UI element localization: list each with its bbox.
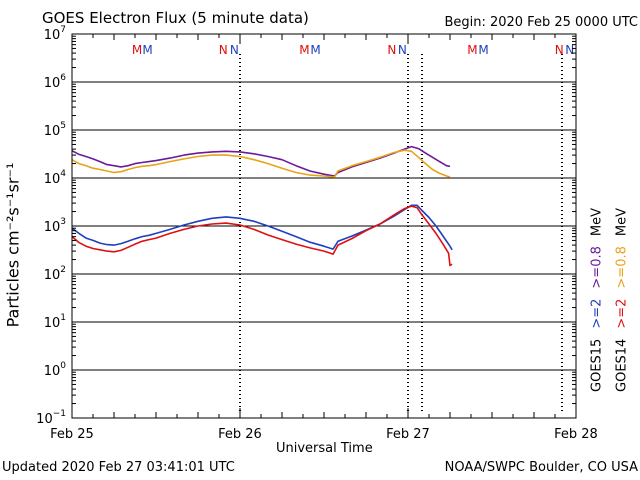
- legend-goes14-unit: MeV: [614, 208, 630, 237]
- y-tick-label: 107: [44, 25, 66, 43]
- noon-midnight-marker: N: [565, 43, 574, 57]
- y-tick-label: 102: [44, 265, 66, 283]
- series-line-4: [71, 205, 453, 267]
- y-tick-label: 10−1: [36, 409, 66, 427]
- x-tick-label: Feb 28: [554, 427, 598, 442]
- y-tick-label: 101: [44, 313, 66, 331]
- legend-goes14-ge2: >=2: [614, 298, 630, 329]
- noon-midnight-marker: N: [398, 43, 407, 57]
- noon-midnight-marker: N: [387, 43, 396, 57]
- x-tick-label: Feb 27: [386, 427, 430, 442]
- legend-goes15-name: GOES15: [589, 338, 605, 392]
- x-tick-label: Feb 25: [50, 427, 94, 442]
- y-tick-exponent: 5: [60, 121, 66, 131]
- noon-midnight-marker: M: [467, 43, 477, 57]
- updated-timestamp: Updated 2020 Feb 27 03:41:01 UTC: [2, 460, 235, 475]
- legend-goes14-name: GOES14: [614, 338, 630, 392]
- legend-goes15-ge2: >=2: [589, 298, 605, 329]
- y-tick-label: 100: [44, 361, 67, 379]
- chart-title: GOES Electron Flux (5 minute data): [42, 9, 309, 27]
- y-tick-exponent: 4: [60, 169, 66, 179]
- y-tick-exponent: 2: [60, 265, 66, 275]
- noon-midnight-marker: N: [219, 43, 228, 57]
- x-tick-label: Feb 26: [218, 427, 262, 442]
- noon-midnight-marker: M: [299, 43, 309, 57]
- credit-text: NOAA/SWPC Boulder, CO USA: [444, 460, 638, 475]
- plot-frame: [71, 33, 577, 419]
- noon-midnight-marker: N: [555, 43, 564, 57]
- y-tick-label: 103: [44, 217, 66, 235]
- y-axis-label: Particles cm⁻²s⁻¹sr⁻¹: [3, 162, 23, 328]
- noon-midnight-marker: M: [310, 43, 320, 57]
- y-tick-exponent: −1: [53, 409, 66, 419]
- legend-goes15-ge08: >=0.8: [589, 246, 605, 289]
- series-line-3: [71, 204, 453, 251]
- begin-time: Begin: 2020 Feb 25 0000 UTC: [444, 15, 638, 30]
- series-line-2: [71, 149, 451, 178]
- y-tick-label: 104: [44, 169, 67, 187]
- noon-midnight-marker: M: [132, 43, 142, 57]
- noon-midnight-marker: M: [478, 43, 488, 57]
- y-tick-label: 105: [44, 121, 66, 139]
- x-axis-label: Universal Time: [276, 441, 373, 456]
- y-tick-exponent: 6: [60, 73, 66, 83]
- y-tick-label: 106: [44, 73, 67, 91]
- y-tick-exponent: 0: [60, 361, 66, 371]
- legend-goes15-unit: MeV: [589, 208, 605, 237]
- y-tick-exponent: 7: [60, 25, 66, 35]
- y-tick-exponent: 3: [60, 217, 66, 227]
- noon-midnight-marker: M: [142, 43, 152, 57]
- series-line-1: [71, 145, 451, 177]
- noon-midnight-marker: N: [230, 43, 239, 57]
- legend-goes14-ge08: >=0.8: [614, 246, 630, 289]
- y-tick-exponent: 1: [60, 313, 66, 323]
